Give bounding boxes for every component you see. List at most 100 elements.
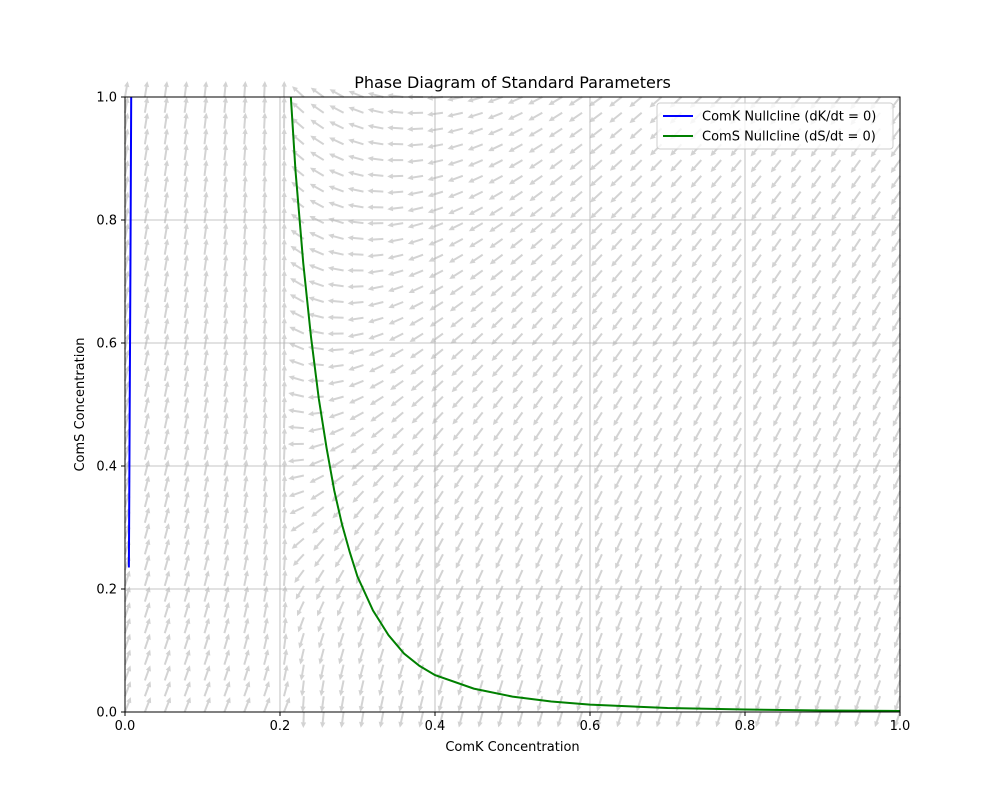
vector-arrow <box>412 443 424 456</box>
vector-arrow <box>436 569 444 585</box>
vector-arrow <box>427 143 444 149</box>
vector-arrow <box>472 395 484 409</box>
vector-arrow <box>854 632 862 649</box>
vector-arrow <box>754 522 762 538</box>
vector-arrow <box>457 680 464 696</box>
vector-arrow <box>243 601 250 618</box>
vector-arrow <box>831 254 842 269</box>
vector-arrow <box>377 648 385 665</box>
vector-arrow <box>732 364 742 379</box>
vector-arrow <box>203 665 211 681</box>
vector-arrow <box>292 86 305 98</box>
vector-arrow <box>163 191 170 208</box>
vector-arrow <box>429 301 444 311</box>
vector-arrow <box>183 270 189 287</box>
vector-arrow <box>417 632 425 649</box>
vector-arrow <box>183 475 190 492</box>
vector-arrow <box>367 301 384 308</box>
vector-arrow <box>495 522 504 537</box>
vector-arrow <box>449 285 464 296</box>
vector-arrow <box>771 285 782 300</box>
vector-arrow <box>143 333 150 350</box>
vector-arrow <box>163 270 170 287</box>
vector-arrow <box>851 301 862 316</box>
x-tick-label: 0.0 <box>115 719 136 734</box>
vector-arrow <box>629 96 643 108</box>
vector-arrow <box>652 301 663 315</box>
vector-arrow <box>535 569 544 585</box>
vector-arrow <box>163 317 170 334</box>
vector-arrow <box>691 269 703 284</box>
vector-arrow <box>655 601 663 617</box>
vector-arrow <box>613 443 623 458</box>
vector-arrow <box>329 121 345 130</box>
vector-arrow <box>632 380 643 395</box>
vector-arrow <box>376 569 385 585</box>
vector-arrow <box>549 175 563 186</box>
vector-arrow <box>408 285 424 294</box>
vector-arrow <box>531 317 544 330</box>
vector-arrow <box>451 380 464 393</box>
vector-arrow <box>183 160 189 176</box>
vector-arrow <box>487 96 503 104</box>
vector-arrow <box>674 585 683 601</box>
vector-arrow <box>851 238 862 253</box>
vector-arrow <box>771 206 782 221</box>
vector-arrow <box>281 112 287 129</box>
vector-arrow <box>609 159 623 171</box>
vector-arrow <box>588 96 603 107</box>
vector-arrow <box>476 664 484 680</box>
vector-arrow <box>281 270 287 287</box>
vector-arrow <box>615 553 623 569</box>
vector-arrow <box>290 278 305 288</box>
vector-arrow <box>468 222 484 232</box>
vector-arrow <box>435 553 444 569</box>
vector-arrow <box>873 617 882 633</box>
vector-arrow <box>814 680 822 696</box>
vector-arrow <box>508 143 523 153</box>
vector-arrow <box>281 412 288 429</box>
vector-arrow <box>555 569 564 585</box>
vector-arrow <box>850 175 862 189</box>
vector-arrow <box>327 379 344 386</box>
vector-arrow <box>242 428 249 445</box>
vector-arrow <box>774 553 782 570</box>
vector-arrow <box>773 411 782 427</box>
vector-arrow <box>735 680 742 696</box>
vector-arrow <box>143 428 150 445</box>
vector-arrow <box>447 127 464 134</box>
vector-arrow <box>516 648 524 665</box>
vector-arrow <box>416 585 424 601</box>
vector-arrow <box>183 428 190 445</box>
vector-arrow <box>511 348 524 362</box>
vector-arrow <box>612 317 623 331</box>
vector-arrow <box>512 380 524 394</box>
vector-arrow <box>336 585 345 601</box>
vector-arrow <box>163 286 170 303</box>
vector-arrow <box>893 506 901 522</box>
vector-arrow <box>831 269 842 284</box>
vector-arrow <box>535 553 544 569</box>
vector-arrow <box>143 96 150 113</box>
vector-arrow <box>672 348 683 363</box>
vector-arrow <box>407 237 424 245</box>
vector-arrow <box>613 427 623 442</box>
vector-arrow <box>714 553 723 569</box>
vector-arrow <box>792 317 802 332</box>
vector-arrow <box>418 711 425 728</box>
vector-arrow <box>477 680 484 696</box>
vector-arrow <box>222 207 229 224</box>
vector-arrow <box>754 680 762 696</box>
vector-arrow <box>261 112 268 129</box>
vector-arrow <box>281 459 288 476</box>
vector-arrow <box>263 665 270 681</box>
vector-arrow <box>655 617 663 633</box>
vector-arrow <box>892 348 901 364</box>
vector-arrow <box>771 269 782 284</box>
vector-arrow <box>262 380 268 397</box>
vector-arrow <box>813 443 822 459</box>
coms-nullcline-line <box>289 96 901 712</box>
vector-arrow <box>163 444 170 460</box>
vector-arrow <box>773 427 782 443</box>
vector-arrow <box>589 111 603 123</box>
